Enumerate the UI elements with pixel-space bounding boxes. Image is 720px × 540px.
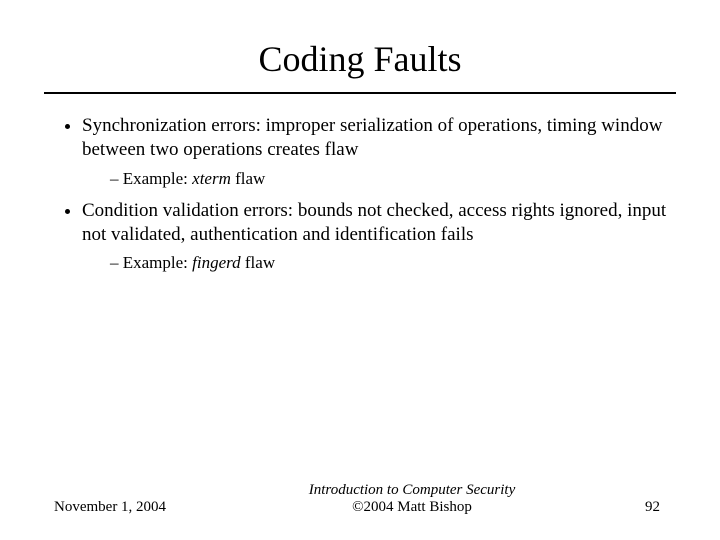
footer-copyright: ©2004 Matt Bishop <box>352 499 472 515</box>
footer-page: 92 <box>600 499 660 516</box>
sub-suffix: flaw <box>231 169 265 188</box>
sub-suffix: flaw <box>241 253 275 272</box>
sub-italic: xterm <box>192 169 231 188</box>
footer-book: Introduction to Computer Security <box>309 482 516 498</box>
sub-prefix: Example: <box>123 253 192 272</box>
footer-center: Introduction to Computer Security ©2004 … <box>224 482 600 516</box>
footer-date: November 1, 2004 <box>54 499 224 516</box>
bullet-item: Condition validation errors: bounds not … <box>82 199 672 274</box>
sub-item: Example: fingerd flaw <box>110 252 672 273</box>
slide-title: Coding Faults <box>0 0 720 92</box>
sub-prefix: Example: <box>123 169 192 188</box>
bullet-list: Synchronization errors: improper seriali… <box>48 114 672 274</box>
bullet-item: Synchronization errors: improper seriali… <box>82 114 672 189</box>
sub-list: Example: fingerd flaw <box>82 252 672 273</box>
sub-italic: fingerd <box>192 253 240 272</box>
bullet-text: Condition validation errors: bounds not … <box>82 200 666 245</box>
bullet-text: Synchronization errors: improper seriali… <box>82 115 662 160</box>
slide-body: Synchronization errors: improper seriali… <box>0 94 720 274</box>
slide: Coding Faults Synchronization errors: im… <box>0 0 720 540</box>
sub-list: Example: xterm flaw <box>82 168 672 189</box>
sub-item: Example: xterm flaw <box>110 168 672 189</box>
slide-footer: November 1, 2004 Introduction to Compute… <box>0 482 720 516</box>
